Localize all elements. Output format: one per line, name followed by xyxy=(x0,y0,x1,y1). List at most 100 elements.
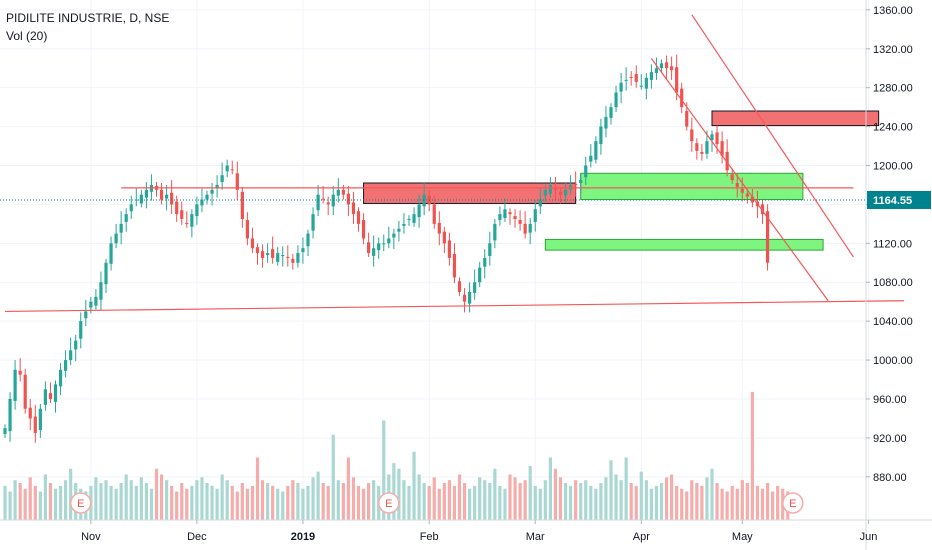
volume-bar xyxy=(720,488,724,520)
candle-body xyxy=(382,243,386,245)
candle-body xyxy=(175,201,179,215)
time-tick-label: 2019 xyxy=(291,531,315,543)
candle-body xyxy=(437,222,441,234)
chart-legend: PIDILITE INDUSTRIE, D, NSE Vol (20) xyxy=(6,9,169,45)
volume-bar xyxy=(336,480,340,520)
time-tick-label: Mar xyxy=(526,531,545,543)
volume-bar xyxy=(771,491,775,520)
price-tick-label: 920.00 xyxy=(873,433,907,445)
volume-bar xyxy=(260,480,265,520)
volume-bar xyxy=(750,392,754,520)
candle-body xyxy=(276,253,280,262)
volume-bar xyxy=(680,488,684,520)
volume-bar xyxy=(190,485,194,520)
volume-bar xyxy=(553,468,558,520)
volume-bar xyxy=(250,485,255,520)
candle-body xyxy=(205,194,209,200)
candle-body xyxy=(528,223,532,233)
candle-body xyxy=(735,183,739,187)
volume-bar xyxy=(351,477,356,520)
candle-body xyxy=(220,175,224,183)
candle-body xyxy=(159,189,164,200)
candle-body xyxy=(417,204,421,218)
time-axis[interactable]: Nov Dec 2019 Feb Mar Apr May Jun xyxy=(0,519,932,543)
volume-bar xyxy=(28,477,32,520)
price-tick-label: 1320.00 xyxy=(873,44,913,56)
candle-body xyxy=(397,228,401,232)
volume-bar xyxy=(629,483,633,520)
price-axis[interactable]: 880.00 920.00 960.00 1000.00 1040.00 1080.00 1… xyxy=(865,0,931,550)
volume-bar xyxy=(488,483,492,520)
candle-body xyxy=(543,189,547,196)
candle-body xyxy=(372,248,376,256)
candle-body xyxy=(432,204,436,224)
volume-bar xyxy=(361,488,366,520)
volume-bar xyxy=(417,474,421,520)
volume-bar xyxy=(8,491,12,520)
volume-bar xyxy=(442,483,446,520)
support-trendline xyxy=(4,300,904,313)
volume-bar xyxy=(235,491,239,520)
candle-body xyxy=(180,210,184,220)
volume-bar xyxy=(149,488,154,520)
candles xyxy=(3,54,770,443)
volume-bar xyxy=(286,485,290,520)
earnings-marker-label: E xyxy=(77,498,84,510)
candle-body xyxy=(412,214,416,223)
candle-body xyxy=(553,187,558,190)
candle-body xyxy=(8,398,12,432)
volume-bar xyxy=(281,491,285,520)
symbol-header[interactable]: PIDILITE INDUSTRIE, D, NSE xyxy=(6,11,170,25)
candle-body xyxy=(94,296,98,306)
volume-bar xyxy=(503,488,507,520)
volume-bar xyxy=(462,483,467,520)
candle-body xyxy=(609,107,613,118)
candle-body xyxy=(170,192,174,205)
volume-bar xyxy=(776,485,780,520)
volume-bar xyxy=(69,468,73,520)
time-tick-label: Dec xyxy=(187,531,207,543)
candle-body xyxy=(720,141,724,156)
candle-body xyxy=(301,248,305,253)
volume-bar xyxy=(604,477,608,520)
candle-body xyxy=(392,233,396,238)
candle-body xyxy=(740,188,744,193)
volume-bar xyxy=(306,485,310,520)
volume-bar xyxy=(730,485,734,520)
candle-body xyxy=(680,88,684,108)
volume-bar xyxy=(422,483,426,520)
candle-body xyxy=(725,151,729,171)
price-tick-label: 1360.00 xyxy=(873,5,913,17)
volume-bar xyxy=(478,477,482,520)
volume-bar xyxy=(43,474,47,520)
candle-body xyxy=(503,209,507,219)
volume-bar xyxy=(518,483,522,520)
candle-body xyxy=(89,301,93,308)
volume-bar xyxy=(624,457,628,520)
volume-bar xyxy=(255,457,260,520)
volume-bar xyxy=(316,471,320,520)
current-price-label: 1164.55 xyxy=(873,195,912,207)
candle-body xyxy=(705,141,709,154)
candle-body xyxy=(306,233,310,247)
volume-bar xyxy=(296,483,300,520)
candle-body xyxy=(43,389,47,405)
earnings-marker xyxy=(782,492,804,514)
candle-body xyxy=(48,393,53,399)
candle-body xyxy=(3,428,7,435)
channel-lower xyxy=(650,58,829,302)
candle-body xyxy=(533,209,537,222)
candle-body xyxy=(286,256,290,258)
volume-bar xyxy=(513,477,517,520)
candle-body xyxy=(74,340,78,350)
candle-body xyxy=(240,191,244,220)
volume-indicator-label[interactable]: Vol (20) xyxy=(6,29,48,43)
volume-bar xyxy=(599,483,603,520)
volume-bar xyxy=(473,485,477,520)
time-tick-label: Feb xyxy=(420,531,439,543)
volume-bar xyxy=(649,488,653,520)
volume-bar xyxy=(654,485,659,520)
candle-body xyxy=(351,202,356,215)
drawn-lines xyxy=(0,14,904,313)
